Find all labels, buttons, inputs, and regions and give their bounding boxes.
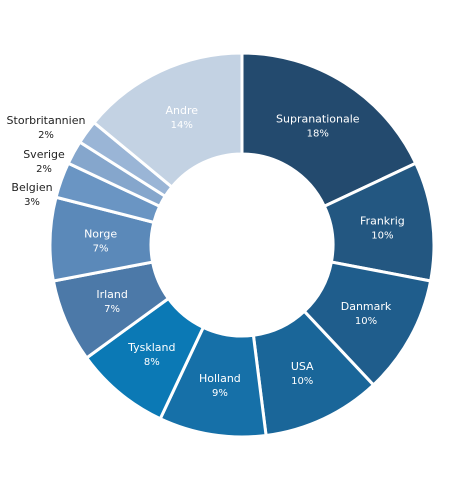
slice-label-norge: Norge [84,228,117,241]
slice-label-storbritannien: Storbritannien [7,114,86,127]
slice-value-storbritannien: 2% [38,130,54,141]
slice-andre [91,51,244,190]
donut-slices [48,51,436,439]
slice-value-usa: 10% [291,376,313,387]
slice-value-frankrig: 10% [371,230,393,241]
slice-value-belgien: 3% [24,197,40,208]
slice-label-usa: USA [291,360,314,373]
slice-value-irland: 7% [104,304,120,315]
slice-value-sverige: 2% [36,164,52,175]
slice-label-tyskland: Tyskland [127,341,175,354]
slice-label-andre: Andre [166,104,199,117]
slice-supranationale [240,51,418,209]
slice-label-sverige: Sverige [23,148,65,161]
slice-value-supranationale: 18% [307,129,329,140]
slice-value-tyskland: 8% [144,357,160,368]
slice-value-andre: 14% [171,120,193,131]
slice-label-danmark: Danmark [341,300,392,313]
slice-label-supranationale: Supranationale [276,113,360,126]
slice-label-frankrig: Frankrig [360,214,405,227]
slice-label-holland: Holland [199,372,241,385]
slice-label-belgien: Belgien [11,181,52,194]
slice-value-danmark: 10% [355,316,377,327]
slice-value-holland: 9% [212,388,228,399]
slice-label-irland: Irland [96,288,128,301]
slice-value-norge: 7% [93,244,109,255]
slice-labels: Supranationale 18% Frankrig 10% Danmark 10% US… [7,104,405,399]
